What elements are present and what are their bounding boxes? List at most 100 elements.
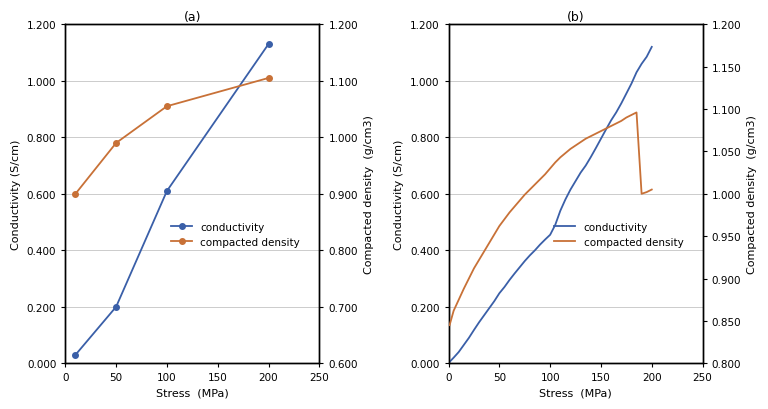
conductivity	[495, 291, 504, 296]
conductivity	[500, 285, 509, 290]
compacted density	[647, 188, 657, 193]
compacted density	[162, 104, 171, 109]
conductivity	[459, 343, 468, 348]
compacted density	[535, 178, 545, 182]
conductivity	[541, 238, 550, 243]
conductivity	[647, 45, 657, 50]
compacted density	[611, 122, 621, 127]
conductivity	[465, 336, 474, 341]
compacted density	[479, 249, 488, 254]
conductivity	[642, 55, 651, 60]
Title: (a): (a)	[184, 11, 201, 24]
conductivity	[632, 71, 641, 76]
conductivity	[545, 233, 554, 238]
compacted density	[576, 140, 585, 145]
conductivity	[454, 350, 463, 355]
compacted density	[561, 151, 570, 156]
compacted density	[445, 323, 454, 328]
compacted density	[469, 266, 478, 271]
conductivity	[601, 128, 611, 133]
conductivity	[596, 137, 605, 142]
conductivity	[627, 82, 636, 87]
conductivity	[490, 299, 499, 304]
conductivity	[551, 223, 560, 228]
conductivity	[111, 305, 121, 310]
compacted density	[637, 192, 646, 197]
conductivity	[162, 189, 171, 194]
Legend: conductivity, compacted density: conductivity, compacted density	[167, 218, 304, 252]
compacted density	[475, 258, 484, 263]
compacted density	[586, 135, 595, 139]
compacted density	[617, 119, 626, 124]
Line: compacted density: compacted density	[73, 76, 271, 197]
compacted density	[627, 113, 636, 118]
conductivity	[264, 43, 273, 47]
conductivity	[505, 278, 514, 283]
conductivity	[611, 111, 621, 116]
compacted density	[632, 111, 641, 116]
compacted density	[520, 193, 529, 198]
conductivity	[637, 62, 646, 67]
compacted density	[454, 298, 463, 303]
compacted density	[525, 188, 535, 193]
compacted density	[465, 276, 474, 281]
Title: (b): (b)	[567, 11, 584, 24]
compacted density	[591, 132, 601, 137]
X-axis label: Stress  (MPa): Stress (MPa)	[539, 388, 612, 398]
conductivity	[525, 253, 535, 258]
compacted density	[642, 190, 651, 195]
conductivity	[586, 155, 595, 160]
compacted density	[485, 241, 494, 246]
X-axis label: Stress  (MPa): Stress (MPa)	[156, 388, 229, 398]
conductivity	[607, 119, 616, 124]
Line: compacted density: compacted density	[449, 113, 652, 326]
Y-axis label: Compacted density  (g/cm3): Compacted density (g/cm3)	[363, 115, 373, 274]
compacted density	[551, 161, 560, 166]
conductivity	[617, 102, 626, 107]
compacted density	[541, 173, 550, 178]
Y-axis label: Conductivity (S/cm): Conductivity (S/cm)	[394, 139, 405, 249]
conductivity	[475, 320, 484, 325]
Legend: conductivity, compacted density: conductivity, compacted density	[551, 218, 687, 252]
conductivity	[531, 248, 540, 253]
conductivity	[556, 209, 565, 213]
Y-axis label: Compacted density  (g/cm3): Compacted density (g/cm3)	[747, 115, 757, 274]
Line: conductivity: conductivity	[73, 42, 271, 358]
conductivity	[469, 328, 478, 333]
compacted density	[622, 116, 631, 121]
conductivity	[485, 306, 494, 311]
conductivity	[445, 360, 454, 364]
compacted density	[459, 287, 468, 292]
conductivity	[571, 179, 580, 184]
compacted density	[515, 199, 525, 204]
compacted density	[449, 308, 458, 313]
compacted density	[607, 124, 616, 129]
conductivity	[520, 259, 529, 264]
compacted density	[71, 192, 80, 197]
conductivity	[622, 92, 631, 97]
compacted density	[581, 137, 591, 142]
conductivity	[71, 353, 80, 357]
conductivity	[591, 146, 601, 151]
compacted density	[566, 147, 575, 152]
conductivity	[561, 198, 570, 202]
compacted density	[500, 217, 509, 222]
conductivity	[535, 243, 545, 247]
compacted density	[601, 127, 611, 132]
conductivity	[479, 313, 488, 318]
compacted density	[545, 166, 554, 171]
conductivity	[576, 171, 585, 175]
compacted density	[495, 224, 504, 229]
compacted density	[490, 232, 499, 237]
conductivity	[581, 164, 591, 169]
Y-axis label: Conductivity (S/cm): Conductivity (S/cm)	[11, 139, 21, 249]
compacted density	[505, 211, 514, 216]
conductivity	[510, 271, 519, 276]
compacted density	[556, 155, 565, 160]
Line: conductivity: conductivity	[449, 48, 652, 362]
compacted density	[111, 141, 121, 146]
compacted density	[571, 144, 580, 148]
conductivity	[515, 265, 525, 270]
conductivity	[566, 188, 575, 193]
conductivity	[449, 355, 458, 360]
